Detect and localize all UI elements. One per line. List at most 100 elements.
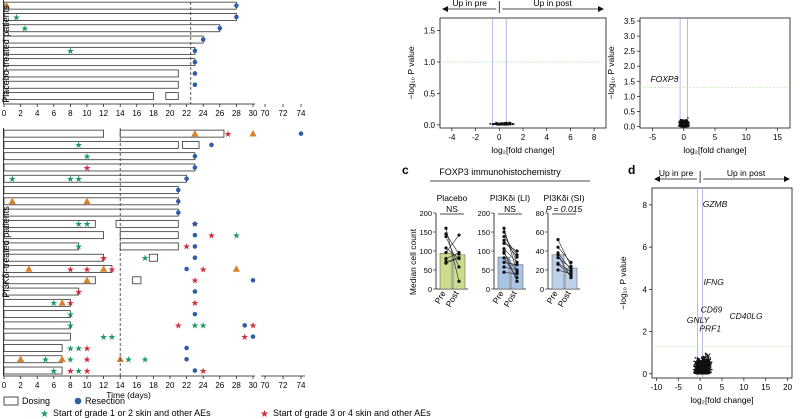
x-tick-label: 28 <box>232 381 241 390</box>
pre-point <box>502 226 506 230</box>
dosing-bar <box>3 92 154 100</box>
paired-line <box>445 252 460 259</box>
gene-point <box>681 125 683 127</box>
gene-point <box>710 362 712 365</box>
gene-point <box>698 365 701 367</box>
post-point <box>457 257 461 261</box>
gene-point <box>498 124 500 126</box>
gene-point <box>709 366 712 369</box>
y-tick-label: 2 <box>643 328 648 337</box>
post-point <box>515 263 519 267</box>
dosing-bar <box>3 186 179 194</box>
paired-line <box>503 243 518 252</box>
gene-point <box>703 362 706 365</box>
gene-point <box>693 360 695 363</box>
pre-point <box>556 262 560 266</box>
ae-triangle-mark <box>100 265 108 272</box>
ae-grade12-star: ★ <box>100 332 108 342</box>
dosing-bar-second <box>148 253 158 262</box>
paired-line <box>503 251 518 282</box>
y-tick-label: 200 <box>477 209 490 218</box>
x-tick-label: 24 <box>199 381 208 390</box>
gene-label: IFNG <box>704 277 725 287</box>
dosing-bar <box>3 24 221 33</box>
ae-triangle-mark <box>58 299 66 306</box>
y-tick-label: 40 <box>536 247 544 256</box>
x-tick-label: 28 <box>232 109 241 118</box>
ae-grade34-star: ★ <box>83 264 91 274</box>
dosing-bar-second <box>119 129 225 138</box>
x-tick-label: 74 <box>297 109 306 118</box>
y-tick-label: 3.5 <box>624 17 636 26</box>
dosing-bar-second <box>115 219 179 228</box>
ae-grade34-star: ★ <box>199 264 207 274</box>
gene-point <box>708 363 711 366</box>
x-tick-label: 0 <box>2 109 7 118</box>
gene-point <box>495 123 497 125</box>
ae-grade34-star: ★ <box>108 264 116 274</box>
post-point <box>515 260 519 264</box>
paired-line <box>557 239 572 267</box>
ae-grade12-star: ★ <box>75 140 83 150</box>
x-tick-label: 0 <box>497 133 502 142</box>
x-tick-label: 18 <box>149 109 158 118</box>
dosing-bar <box>3 298 71 307</box>
x-tick-label: 6 <box>52 381 57 390</box>
pre-point <box>502 238 506 242</box>
y-tick-label: 0.0 <box>624 122 636 131</box>
up-in-post-label: Up in post <box>534 0 573 8</box>
gene-point <box>704 366 706 369</box>
y-axis-label: −log₁₀ P value <box>618 256 628 310</box>
x-tick-label: 22 <box>182 381 191 390</box>
pi3k-y-label: PI3Kδi-treated patients <box>1 206 11 298</box>
dosing-bar <box>3 1 237 10</box>
placebo-y-label: Placebo-treated patients <box>1 5 11 103</box>
x-tick-label: 4 <box>35 381 40 390</box>
gene-point <box>708 367 711 370</box>
dosing-bar <box>3 197 179 206</box>
dosing-bar <box>3 366 63 375</box>
ae-grade34-star: ★ <box>66 366 74 376</box>
resection-dot <box>192 255 198 261</box>
gene-point <box>682 120 684 123</box>
pre-point <box>444 257 448 261</box>
gene-point <box>709 358 712 361</box>
paired-line <box>503 248 518 263</box>
pre-point <box>444 232 448 236</box>
legend-mild-ae-label: Start of grade 1 or 2 skin and other AEs <box>53 408 211 418</box>
ae-grade12-star: ★ <box>83 219 91 229</box>
gene-point <box>706 361 708 363</box>
gene-point <box>706 367 708 369</box>
x-tick-label: 8 <box>592 133 597 142</box>
gene-point <box>702 361 704 364</box>
pre-point <box>444 250 448 255</box>
y-tick-label: 1.5 <box>424 27 436 36</box>
x-tick-label: 10 <box>83 109 92 118</box>
gene-point <box>701 357 703 360</box>
dosing-bar <box>3 163 196 172</box>
post-point <box>515 255 519 259</box>
dosing-bar <box>3 355 63 364</box>
up-in-pre-label: Up in pre <box>452 0 487 8</box>
pre-point <box>444 246 448 250</box>
category-label: Post <box>502 288 519 308</box>
ae-grade34-star: ★ <box>191 298 199 308</box>
ae-grade12-star: ★ <box>8 174 16 184</box>
dosing-bar <box>3 152 196 161</box>
resection-dot <box>192 153 198 159</box>
ae-grade12-star: ★ <box>232 230 240 240</box>
x-tick-label: -2 <box>472 133 480 142</box>
gene-point <box>509 121 512 124</box>
gene-point <box>701 366 703 369</box>
ae-grade12-star: ★ <box>41 355 49 365</box>
gene-point <box>703 360 706 362</box>
ae-grade34-star: ★ <box>100 253 108 263</box>
y-tick-label: 1.5 <box>624 77 636 86</box>
plot-frame <box>439 17 607 129</box>
y-tick-label: 100 <box>419 247 432 256</box>
paired-line <box>557 263 572 273</box>
pre-point <box>502 241 506 245</box>
x-tick-label: 15 <box>761 383 770 392</box>
gene-point <box>707 364 710 366</box>
legend-severe-ae-label: Start of grade 3 or 4 skin and other AEs <box>273 408 431 418</box>
